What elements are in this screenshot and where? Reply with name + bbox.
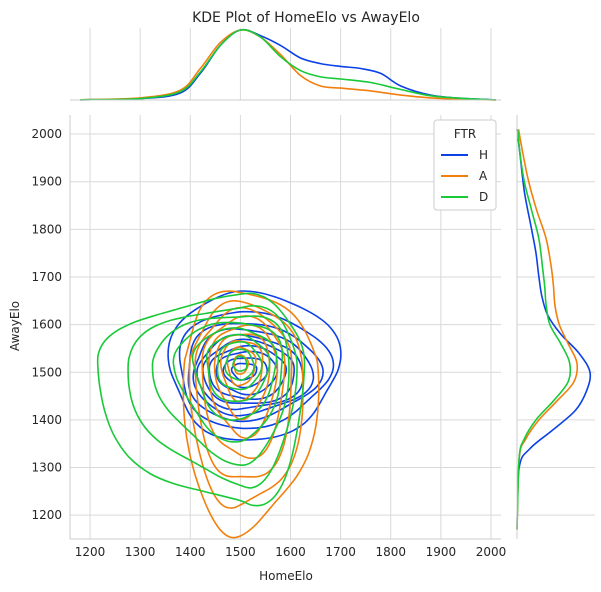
main-plot-area <box>96 290 342 539</box>
kde-contour <box>213 333 271 421</box>
right-marginal-plot <box>516 129 592 530</box>
legend: FTR HAD <box>433 119 497 211</box>
y-tick-label: 1900 <box>31 175 62 189</box>
y-tick-label: 1200 <box>31 508 62 522</box>
kde-contour <box>196 333 304 411</box>
y-tick-label: 1700 <box>31 270 62 284</box>
kde-contour <box>205 333 271 403</box>
chart-title: KDE Plot of HomeElo vs AwayElo <box>192 10 420 26</box>
kde-contour <box>151 315 290 466</box>
kde-contour <box>226 346 257 387</box>
x-tick-label: 1400 <box>175 545 206 559</box>
kde-contour <box>191 327 278 421</box>
x-axis-label: HomeElo <box>259 569 313 583</box>
y-tick-label: 1800 <box>31 222 62 236</box>
x-marginal-density-H <box>79 28 497 101</box>
axes: 1200 1300 1400 1500 1600 1700 1800 1900 2000 1200… <box>31 99 518 559</box>
y-tick-label: 1300 <box>31 461 62 475</box>
y-marginal-density-D <box>516 129 572 530</box>
x-tick-label: 2000 <box>476 545 507 559</box>
y-tick-label: 1600 <box>31 318 62 332</box>
kde-contour <box>224 348 255 381</box>
main-grid <box>70 28 595 539</box>
x-tick-label: 1900 <box>426 545 457 559</box>
x-tick-label: 1700 <box>325 545 356 559</box>
kde-contour <box>230 362 258 381</box>
x-tick-label: 1500 <box>225 545 256 559</box>
kde-contour <box>219 339 264 403</box>
kde-contour <box>127 305 298 489</box>
legend-label-D: D <box>479 190 488 204</box>
legend-box <box>433 119 497 211</box>
y-marginal-density-H <box>516 129 592 530</box>
kde-contour <box>201 315 286 460</box>
y-axis-label: AwayElo <box>8 301 22 351</box>
kde-contour <box>188 300 304 509</box>
x-marginal-density-D <box>79 28 497 101</box>
x-tick-label: 1300 <box>125 545 156 559</box>
kde-contour <box>96 292 306 507</box>
kde-contour <box>232 355 248 372</box>
kde-contour <box>172 321 284 443</box>
y-tick-label: 2000 <box>31 127 62 141</box>
legend-title: FTR <box>454 127 476 141</box>
kde-contour <box>167 290 342 441</box>
y-marginal-density-A <box>516 129 579 530</box>
kde-contour <box>178 310 335 430</box>
legend-label-H: H <box>479 148 488 162</box>
kde-series-A <box>182 290 320 539</box>
top-marginal-plot <box>79 28 497 101</box>
kde-contour <box>216 340 263 391</box>
x-tick-label: 1600 <box>275 545 306 559</box>
x-marginal-density-A <box>79 29 497 101</box>
kde-series-D <box>96 292 306 507</box>
y-tick-label: 1500 <box>31 365 62 379</box>
y-tick-label: 1400 <box>31 413 62 427</box>
x-tick-label: 1800 <box>375 545 406 559</box>
x-tick-label: 1200 <box>75 545 106 559</box>
kde-contour <box>194 306 293 478</box>
legend-label-A: A <box>479 169 488 183</box>
kde-contour <box>182 290 320 539</box>
